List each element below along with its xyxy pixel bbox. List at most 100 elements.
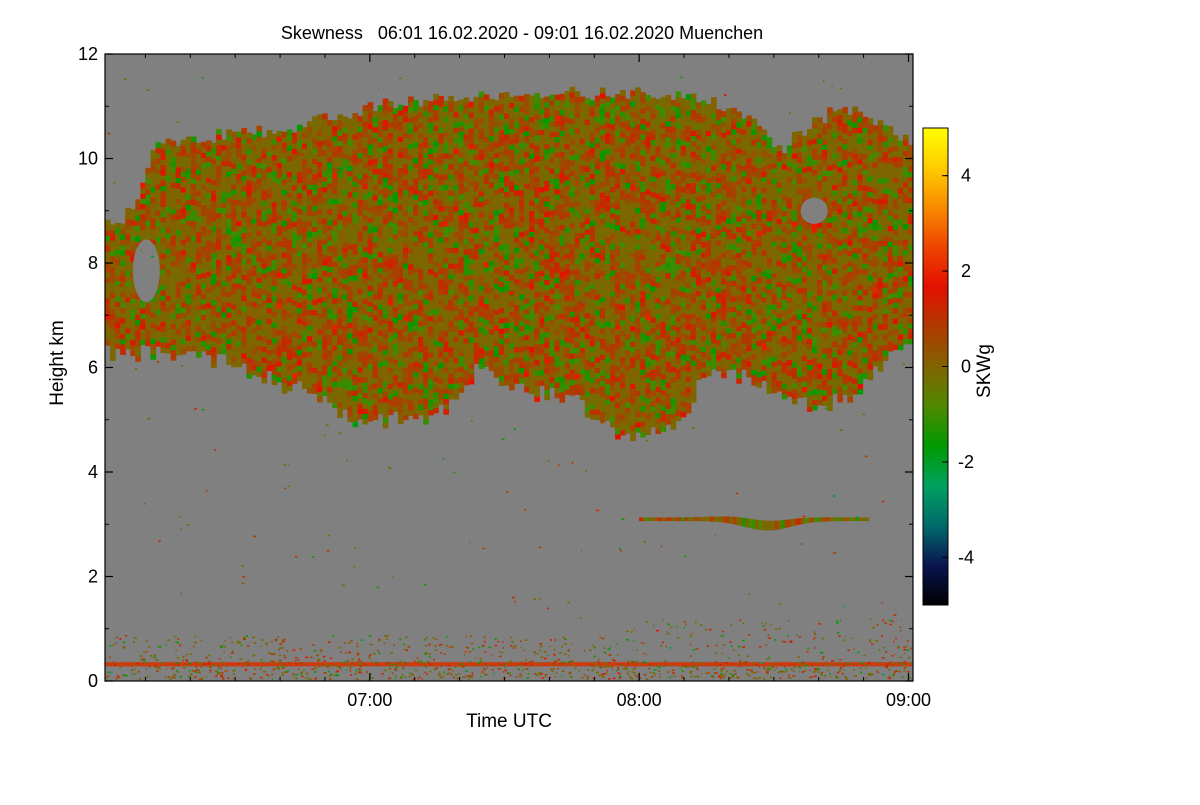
cloud-cell xyxy=(307,184,313,190)
cloud-cell xyxy=(277,340,283,346)
cloud-cell xyxy=(534,98,540,104)
cloud-cell xyxy=(524,136,530,142)
cloud-cell xyxy=(186,184,192,190)
cloud-cell xyxy=(464,212,470,218)
cloud-cell xyxy=(277,262,283,268)
cloud-cell xyxy=(464,312,470,318)
cloud-cell xyxy=(105,324,111,330)
cloud-cell xyxy=(383,250,389,256)
cloud-cell xyxy=(378,163,384,169)
cloud-cell xyxy=(423,372,429,378)
cloud-cell xyxy=(585,365,591,371)
cloud-cell xyxy=(327,219,333,225)
cloud-cell xyxy=(272,243,278,249)
cloud-cell xyxy=(575,347,581,353)
cloud-cell xyxy=(484,350,490,356)
cloud-cell xyxy=(105,282,111,288)
cloud-cell xyxy=(307,168,313,174)
cloud-cell xyxy=(464,265,470,271)
cloud-cell xyxy=(201,226,207,232)
cloud-cell xyxy=(529,362,535,368)
cloud-cell xyxy=(257,340,263,346)
cloud-cell xyxy=(438,383,444,389)
cloud-cell xyxy=(191,225,197,231)
cloud-cell xyxy=(262,237,268,243)
cloud-cell xyxy=(206,318,212,324)
cloud-cell xyxy=(403,404,409,410)
cloud-cell xyxy=(448,164,454,170)
cloud-cell xyxy=(565,321,571,327)
cloud-cell xyxy=(110,245,116,251)
cloud-cell xyxy=(186,319,192,325)
cloud-cell xyxy=(494,330,500,336)
cloud-cell xyxy=(317,271,323,277)
cloud-cell xyxy=(509,181,515,187)
cloud-cell xyxy=(181,223,187,229)
cloud-cell xyxy=(201,163,207,169)
cloud-cell xyxy=(554,283,560,289)
cloud-cell xyxy=(448,174,454,180)
cloud-cell xyxy=(332,314,338,320)
cloud-cell xyxy=(418,159,424,165)
cloud-cell xyxy=(509,280,515,286)
cloud-cell xyxy=(342,367,348,373)
cloud-cell xyxy=(257,199,263,205)
cloud-cell xyxy=(317,297,323,303)
cloud-cell xyxy=(236,137,242,143)
cloud-cell xyxy=(337,344,343,350)
cloud-cell xyxy=(524,199,530,205)
cloud-cell xyxy=(570,259,576,265)
cloud-cell xyxy=(105,225,111,231)
cloud-cell xyxy=(358,158,364,164)
cloud-cell xyxy=(115,317,121,323)
cloud-cell xyxy=(196,305,202,311)
cloud-cell xyxy=(529,315,535,321)
cloud-cell xyxy=(236,346,242,352)
cloud-cell xyxy=(342,258,348,264)
cloud-cell xyxy=(125,260,131,266)
cloud-cell xyxy=(363,335,369,341)
cloud-cell xyxy=(272,348,278,354)
cloud-cell xyxy=(580,212,586,218)
cloud-cell xyxy=(216,233,222,239)
cloud-cell xyxy=(196,169,202,175)
cloud-cell xyxy=(590,200,596,206)
cloud-cell xyxy=(287,234,293,240)
cloud-cell xyxy=(120,349,126,355)
cloud-cell xyxy=(358,283,364,289)
cloud-cell xyxy=(418,294,424,300)
cloud-cell xyxy=(277,246,283,252)
cloud-cell xyxy=(322,223,328,229)
cloud-cell xyxy=(383,114,389,120)
cloud-cell xyxy=(352,155,358,161)
cloud-cell xyxy=(423,346,429,352)
cloud-cell xyxy=(418,237,424,243)
cloud-cell xyxy=(317,214,323,220)
cloud-cell xyxy=(554,142,560,148)
cloud-cell xyxy=(585,234,591,240)
cloud-cell xyxy=(251,228,257,234)
cloud-cell xyxy=(383,234,389,240)
cloud-cell xyxy=(484,94,490,100)
cloud-cell xyxy=(459,319,465,325)
cloud-cell xyxy=(575,196,581,202)
cloud-cell xyxy=(514,153,520,159)
cloud-cell xyxy=(438,326,444,332)
cloud-cell xyxy=(565,169,571,175)
cloud-cell xyxy=(297,224,303,230)
cloud-cell xyxy=(317,193,323,199)
cloud-cell xyxy=(352,400,358,406)
cloud-cell xyxy=(166,243,172,249)
cloud-cell xyxy=(226,291,232,297)
cloud-cell xyxy=(257,288,263,294)
cloud-cell xyxy=(196,143,202,149)
cloud-cell xyxy=(590,137,596,143)
cloud-cell xyxy=(292,336,298,342)
cloud-cell xyxy=(302,185,308,191)
cloud-cell xyxy=(539,166,545,172)
cloud-cell xyxy=(408,290,414,296)
cloud-cell xyxy=(469,227,475,233)
cloud-cell xyxy=(196,232,202,238)
cloud-cell xyxy=(246,159,252,165)
cloud-cell xyxy=(595,325,601,331)
